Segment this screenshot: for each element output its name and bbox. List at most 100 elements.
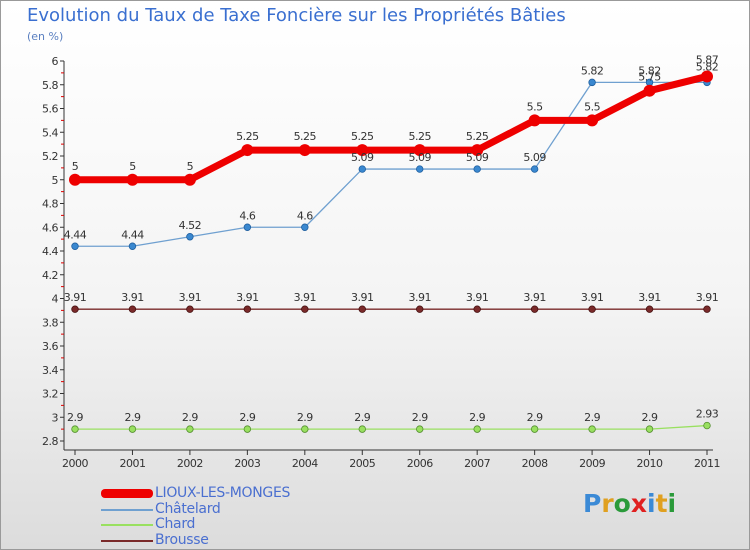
y-tick-label: 3.6 (42, 340, 58, 353)
legend-swatch-brousse (101, 539, 153, 542)
data-label: 4.44 (121, 228, 144, 241)
data-point (243, 305, 252, 313)
data-label: 5 (72, 160, 79, 173)
data-label: 3.91 (179, 291, 202, 304)
data-point (71, 425, 79, 433)
data-point (473, 305, 481, 313)
legend-swatch-chatelard (101, 508, 153, 511)
y-tick-label: 3.2 (42, 388, 58, 401)
legend-label-chatelard: Châtelard (155, 500, 221, 517)
data-label: 2.9 (182, 411, 198, 424)
logo-letter: x (630, 489, 647, 518)
data-point (301, 425, 309, 433)
x-tick-label: 2002 (177, 457, 203, 470)
data-point (530, 305, 539, 313)
y-tick-label: 3.8 (42, 316, 58, 329)
data-point (186, 305, 194, 313)
legend-swatch-lioux (101, 489, 153, 498)
data-label: 5.25 (236, 130, 259, 143)
data-point (588, 425, 596, 433)
y-tick-label: 2.8 (42, 435, 58, 448)
logo-letter: i (667, 489, 677, 518)
data-label: 5.87 (696, 53, 719, 66)
data-label: 2.9 (584, 411, 600, 424)
data-label: 5.25 (351, 130, 374, 143)
x-tick-label: 2003 (234, 457, 260, 470)
data-label: 2.9 (469, 411, 485, 424)
data-point (126, 173, 139, 186)
data-label: 5 (129, 160, 136, 173)
data-point (703, 305, 711, 313)
y-tick-label: 5.8 (42, 79, 58, 92)
logo-letter: o (613, 489, 631, 518)
data-label: 3.91 (64, 291, 87, 304)
y-tick-label: 5.6 (42, 103, 58, 116)
data-point (586, 114, 599, 127)
data-label: 5.82 (581, 64, 604, 77)
data-point (643, 84, 656, 97)
data-point (298, 144, 311, 157)
data-point (241, 144, 254, 157)
data-label: 2.93 (696, 408, 719, 421)
x-tick-label: 2001 (119, 457, 145, 470)
logo-letter: t (655, 489, 668, 518)
data-label: 4.44 (64, 228, 87, 241)
data-point (701, 70, 713, 83)
data-label: 2.9 (124, 411, 140, 424)
legend-swatch-chard (101, 524, 153, 526)
data-point (71, 242, 79, 250)
x-tick-label: 2006 (407, 457, 433, 470)
y-tick-label: 3 (52, 411, 59, 424)
data-point (588, 78, 596, 87)
data-label: 4.6 (239, 209, 255, 222)
series-line-2 (75, 424, 708, 430)
data-label: 5.09 (408, 151, 431, 164)
y-tick-label: 5.2 (42, 150, 58, 163)
data-point (358, 425, 366, 433)
data-label: 4.6 (297, 209, 313, 222)
proxiti-logo: Proxiti (583, 489, 676, 518)
data-point (530, 425, 539, 433)
data-point (186, 233, 194, 241)
data-point (301, 223, 309, 231)
data-point (588, 305, 596, 313)
y-tick-label: 4 (52, 293, 59, 306)
data-point (186, 425, 194, 433)
data-label: 2.9 (642, 411, 658, 424)
legend-label-lioux: LIOUX-LES-MONGES (155, 485, 291, 501)
data-label: 5 (187, 160, 194, 173)
data-point (416, 305, 424, 313)
data-label: 5.09 (351, 151, 374, 164)
data-label: 3.91 (581, 291, 604, 304)
data-point (416, 165, 424, 173)
data-label: 4.52 (179, 219, 202, 232)
data-label: 5.75 (638, 71, 661, 84)
data-label: 5.5 (584, 100, 600, 113)
data-label: 3.91 (466, 291, 489, 304)
x-tick-label: 2000 (62, 457, 88, 470)
data-label: 5.09 (466, 151, 489, 164)
data-label: 2.9 (297, 411, 313, 424)
y-tick-label: 5.4 (42, 126, 58, 139)
data-label: 2.9 (67, 411, 83, 424)
y-tick-label: 4.6 (42, 221, 58, 234)
data-label: 2.9 (354, 411, 370, 424)
data-point (356, 144, 369, 157)
data-point (69, 173, 81, 186)
data-label: 5.25 (408, 130, 431, 143)
data-label: 5.82 (638, 64, 661, 77)
y-tick-label: 4.8 (42, 198, 58, 211)
data-point (473, 425, 481, 433)
x-tick-label: 2007 (464, 457, 490, 470)
x-tick-label: 2005 (349, 457, 375, 470)
series-line-0 (75, 73, 708, 184)
chart-title: Evolution du Taux de Taxe Foncière sur l… (27, 5, 566, 26)
data-point (413, 144, 426, 157)
data-point (128, 425, 137, 433)
data-point (473, 165, 481, 173)
data-point (358, 305, 366, 313)
y-tick-label: 4.4 (42, 245, 58, 258)
y-tick-label: 4.2 (42, 269, 58, 282)
